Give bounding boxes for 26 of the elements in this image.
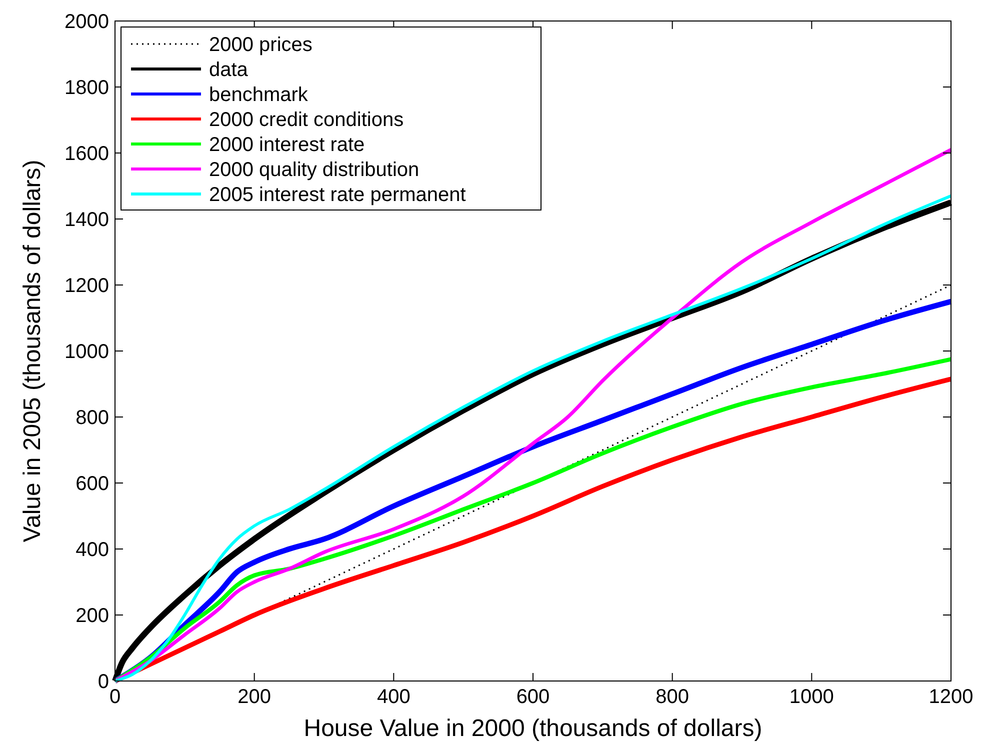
x-tick-label: 1200 bbox=[928, 686, 974, 708]
x-axis-title: House Value in 2000 (thousands of dollars) bbox=[304, 715, 762, 742]
legend-label: 2000 quality distribution bbox=[209, 159, 420, 181]
x-tick-label: 800 bbox=[656, 686, 690, 708]
legend-label: 2000 interest rate bbox=[209, 134, 365, 156]
y-tick-label: 600 bbox=[76, 473, 109, 495]
legend-label: benchmark bbox=[209, 84, 309, 106]
y-tick-label: 2000 bbox=[64, 11, 109, 33]
y-tick-label: 1000 bbox=[64, 341, 109, 363]
legend-label: 2005 interest rate permanent bbox=[209, 184, 466, 206]
x-tick-label: 200 bbox=[238, 686, 272, 708]
y-tick-label: 0 bbox=[98, 671, 109, 693]
x-tick-label: 400 bbox=[376, 686, 410, 708]
legend-label: 2000 credit conditions bbox=[209, 109, 404, 131]
y-tick-label: 200 bbox=[76, 605, 109, 627]
y-tick-label: 1800 bbox=[64, 77, 109, 99]
y-axis-title: Value in 2005 (thousands of dollars) bbox=[19, 160, 46, 542]
y-tick-label: 800 bbox=[76, 407, 109, 429]
y-tick-label: 1600 bbox=[64, 143, 109, 165]
y-tick-label: 1200 bbox=[64, 275, 109, 297]
y-tick-label: 1400 bbox=[64, 209, 109, 231]
legend-label: 2000 prices bbox=[209, 34, 312, 56]
y-tick-label: 400 bbox=[76, 539, 109, 561]
x-tick-label: 1000 bbox=[789, 686, 834, 708]
legend-label: data bbox=[209, 59, 249, 81]
x-tick-label: 600 bbox=[516, 686, 550, 708]
